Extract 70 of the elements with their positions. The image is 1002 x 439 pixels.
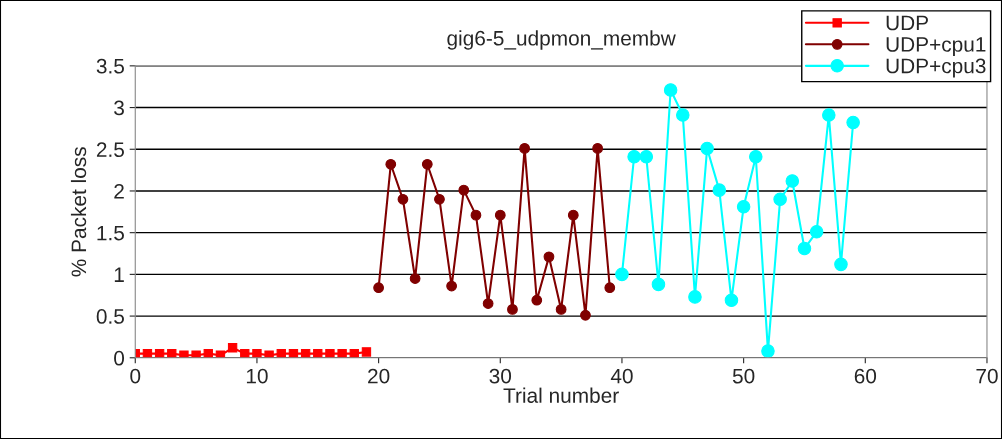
y-axis-title: % Packet loss: [70, 147, 87, 277]
point: [385, 158, 397, 170]
point: [822, 108, 836, 122]
point: [651, 277, 666, 292]
point: [507, 304, 518, 315]
point: [325, 348, 335, 358]
point: [615, 267, 629, 282]
point: [543, 251, 555, 263]
y-tick-label: 2: [114, 183, 124, 199]
y-tick-label: 1.5: [97, 225, 124, 241]
y-tick-label: 3.5: [96, 58, 124, 74]
point: [627, 150, 641, 164]
y-tick-label: 2.5: [96, 142, 124, 158]
point: [592, 143, 603, 154]
point: [663, 83, 678, 97]
point: [264, 350, 274, 358]
point: [421, 158, 433, 170]
legend-label: UDP+cpu3: [886, 58, 986, 78]
point: [252, 348, 262, 358]
x-tick-label: 70: [976, 368, 998, 384]
x-tick-label: 0: [130, 368, 141, 384]
point: [531, 294, 543, 306]
x-tick-label: 30: [489, 368, 512, 384]
point: [834, 257, 848, 272]
point: [373, 282, 384, 294]
x-tick-label: 50: [732, 368, 755, 384]
point: [712, 183, 727, 197]
x-tick-label: 60: [854, 368, 877, 384]
y-tick-label: 0: [114, 350, 125, 366]
point: [458, 184, 470, 196]
y-tick-label: 0.5: [96, 309, 124, 324]
point: [446, 280, 457, 292]
point: [846, 115, 860, 130]
point: [227, 343, 238, 353]
point: [434, 193, 445, 205]
point: [736, 200, 751, 214]
point: [773, 192, 787, 207]
point: [361, 347, 372, 357]
y-tick-label: 3: [114, 100, 124, 116]
point: [580, 309, 591, 321]
point: [724, 293, 739, 307]
point: [639, 150, 654, 164]
point: [761, 344, 775, 358]
point: [809, 225, 824, 239]
point: [409, 273, 421, 284]
point: [494, 209, 506, 221]
y-tick-label: 1: [114, 267, 124, 282]
point: [797, 241, 812, 256]
point: [785, 174, 800, 188]
legend-label: UDP+cpu1: [886, 37, 986, 56]
point: [604, 282, 616, 294]
point: [567, 209, 579, 221]
point: [191, 350, 201, 358]
point: [337, 348, 347, 358]
x-tick-label: 10: [246, 368, 268, 384]
point: [676, 108, 690, 122]
point: [700, 141, 714, 156]
point: [688, 290, 702, 304]
point: [519, 143, 530, 154]
point: [179, 350, 189, 358]
x-tick-label: 20: [368, 368, 390, 384]
point: [482, 298, 494, 309]
legend-label: UDP: [886, 15, 928, 31]
chart-title: gig6-5_udpmon_membw: [447, 30, 676, 50]
point: [470, 209, 482, 221]
x-tick-label: 40: [610, 368, 633, 384]
x-axis-title: Trial number: [503, 387, 619, 403]
point: [397, 193, 409, 205]
point: [555, 304, 567, 315]
point: [749, 150, 763, 164]
